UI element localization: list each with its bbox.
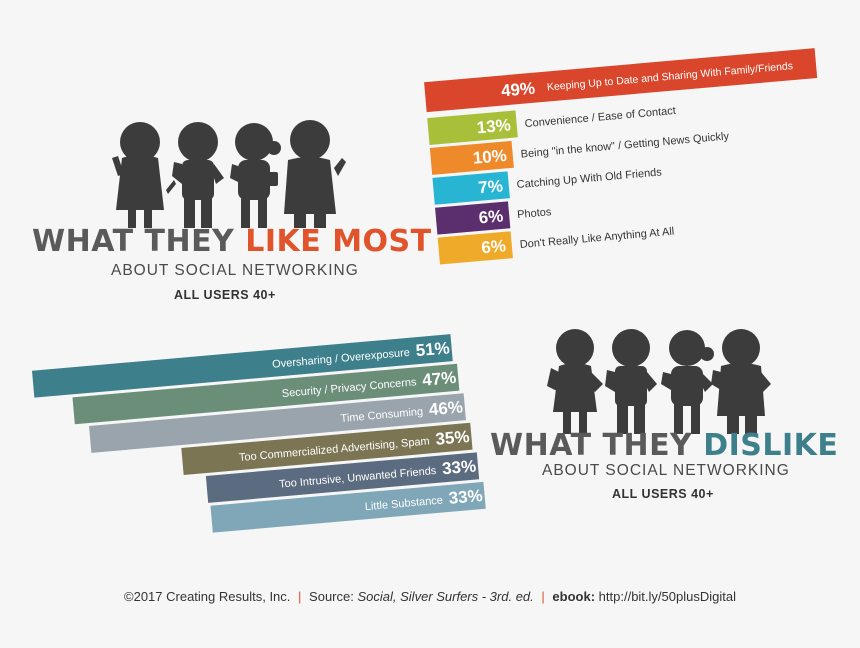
- dislike-bar: [210, 481, 486, 533]
- footer-separator: |: [298, 589, 302, 604]
- like-title-highlight: LIKE MOST: [245, 224, 432, 259]
- dislike-title: WHAT THEY DISLIKE: [490, 428, 838, 463]
- like-value-label: 6%: [481, 236, 507, 257]
- dislike-value-label: 47%: [421, 368, 457, 390]
- footer-source-label: Source:: [309, 589, 354, 604]
- dislike-subtitle: ABOUT SOCIAL NETWORKING: [542, 462, 790, 479]
- like-subtitle: ABOUT SOCIAL NETWORKING: [111, 262, 359, 279]
- like-title-part-a: WHAT THEY: [32, 224, 246, 259]
- person-icon: [547, 329, 603, 434]
- like-silhouettes: [112, 120, 346, 228]
- like-value-label: 10%: [472, 146, 508, 168]
- person-icon: [172, 122, 224, 228]
- like-bar: [432, 171, 510, 205]
- dislike-value-label: 51%: [415, 338, 451, 360]
- dislike-bar: [32, 334, 453, 398]
- dislike-value-label: 33%: [448, 486, 484, 508]
- like-audience: ALL USERS 40+: [174, 288, 276, 302]
- dislike-value-label: 35%: [435, 427, 471, 449]
- footer-ebook-label: ebook:: [552, 589, 596, 604]
- like-value-label: 6%: [478, 206, 504, 227]
- like-value-label: 13%: [476, 115, 512, 137]
- dislike-title-highlight: DISLIKE: [703, 428, 839, 463]
- person-icon: [711, 329, 771, 434]
- like-bar: [429, 140, 514, 175]
- like-category-label: Photos: [517, 206, 553, 221]
- footer-source-title: Social, Silver Surfers - 3rd. ed.: [357, 589, 534, 604]
- dislike-bar: [72, 363, 460, 425]
- person-icon: [605, 329, 657, 434]
- dislike-value-label: 33%: [441, 456, 477, 478]
- person-icon: [230, 123, 281, 228]
- footer-ebook-link[interactable]: http://bit.ly/50plusDigital: [598, 589, 736, 604]
- dislike-bar: [205, 452, 480, 503]
- like-bar: [437, 231, 513, 265]
- person-icon: [661, 330, 714, 434]
- person-icon: [112, 122, 176, 228]
- dislike-value-label: 46%: [428, 397, 464, 419]
- like-bar: [424, 48, 818, 113]
- like-bar: [427, 110, 518, 146]
- dislike-bar: [89, 393, 466, 453]
- person-icon: [284, 120, 346, 228]
- like-bar: [435, 201, 511, 235]
- like-value-label: 49%: [500, 79, 536, 101]
- footer-copyright: ©2017 Creating Results, Inc.: [124, 589, 291, 604]
- footer: ©2017 Creating Results, Inc. | Source: S…: [0, 589, 860, 604]
- dislike-bar: [181, 422, 473, 475]
- dislike-silhouettes: [547, 329, 771, 434]
- like-value-label: 7%: [477, 176, 503, 197]
- like-title: WHAT THEY LIKE MOST: [32, 224, 432, 259]
- dislike-title-part-a: WHAT THEY: [490, 428, 704, 463]
- dislike-audience: ALL USERS 40+: [612, 487, 714, 501]
- footer-separator: |: [541, 589, 545, 604]
